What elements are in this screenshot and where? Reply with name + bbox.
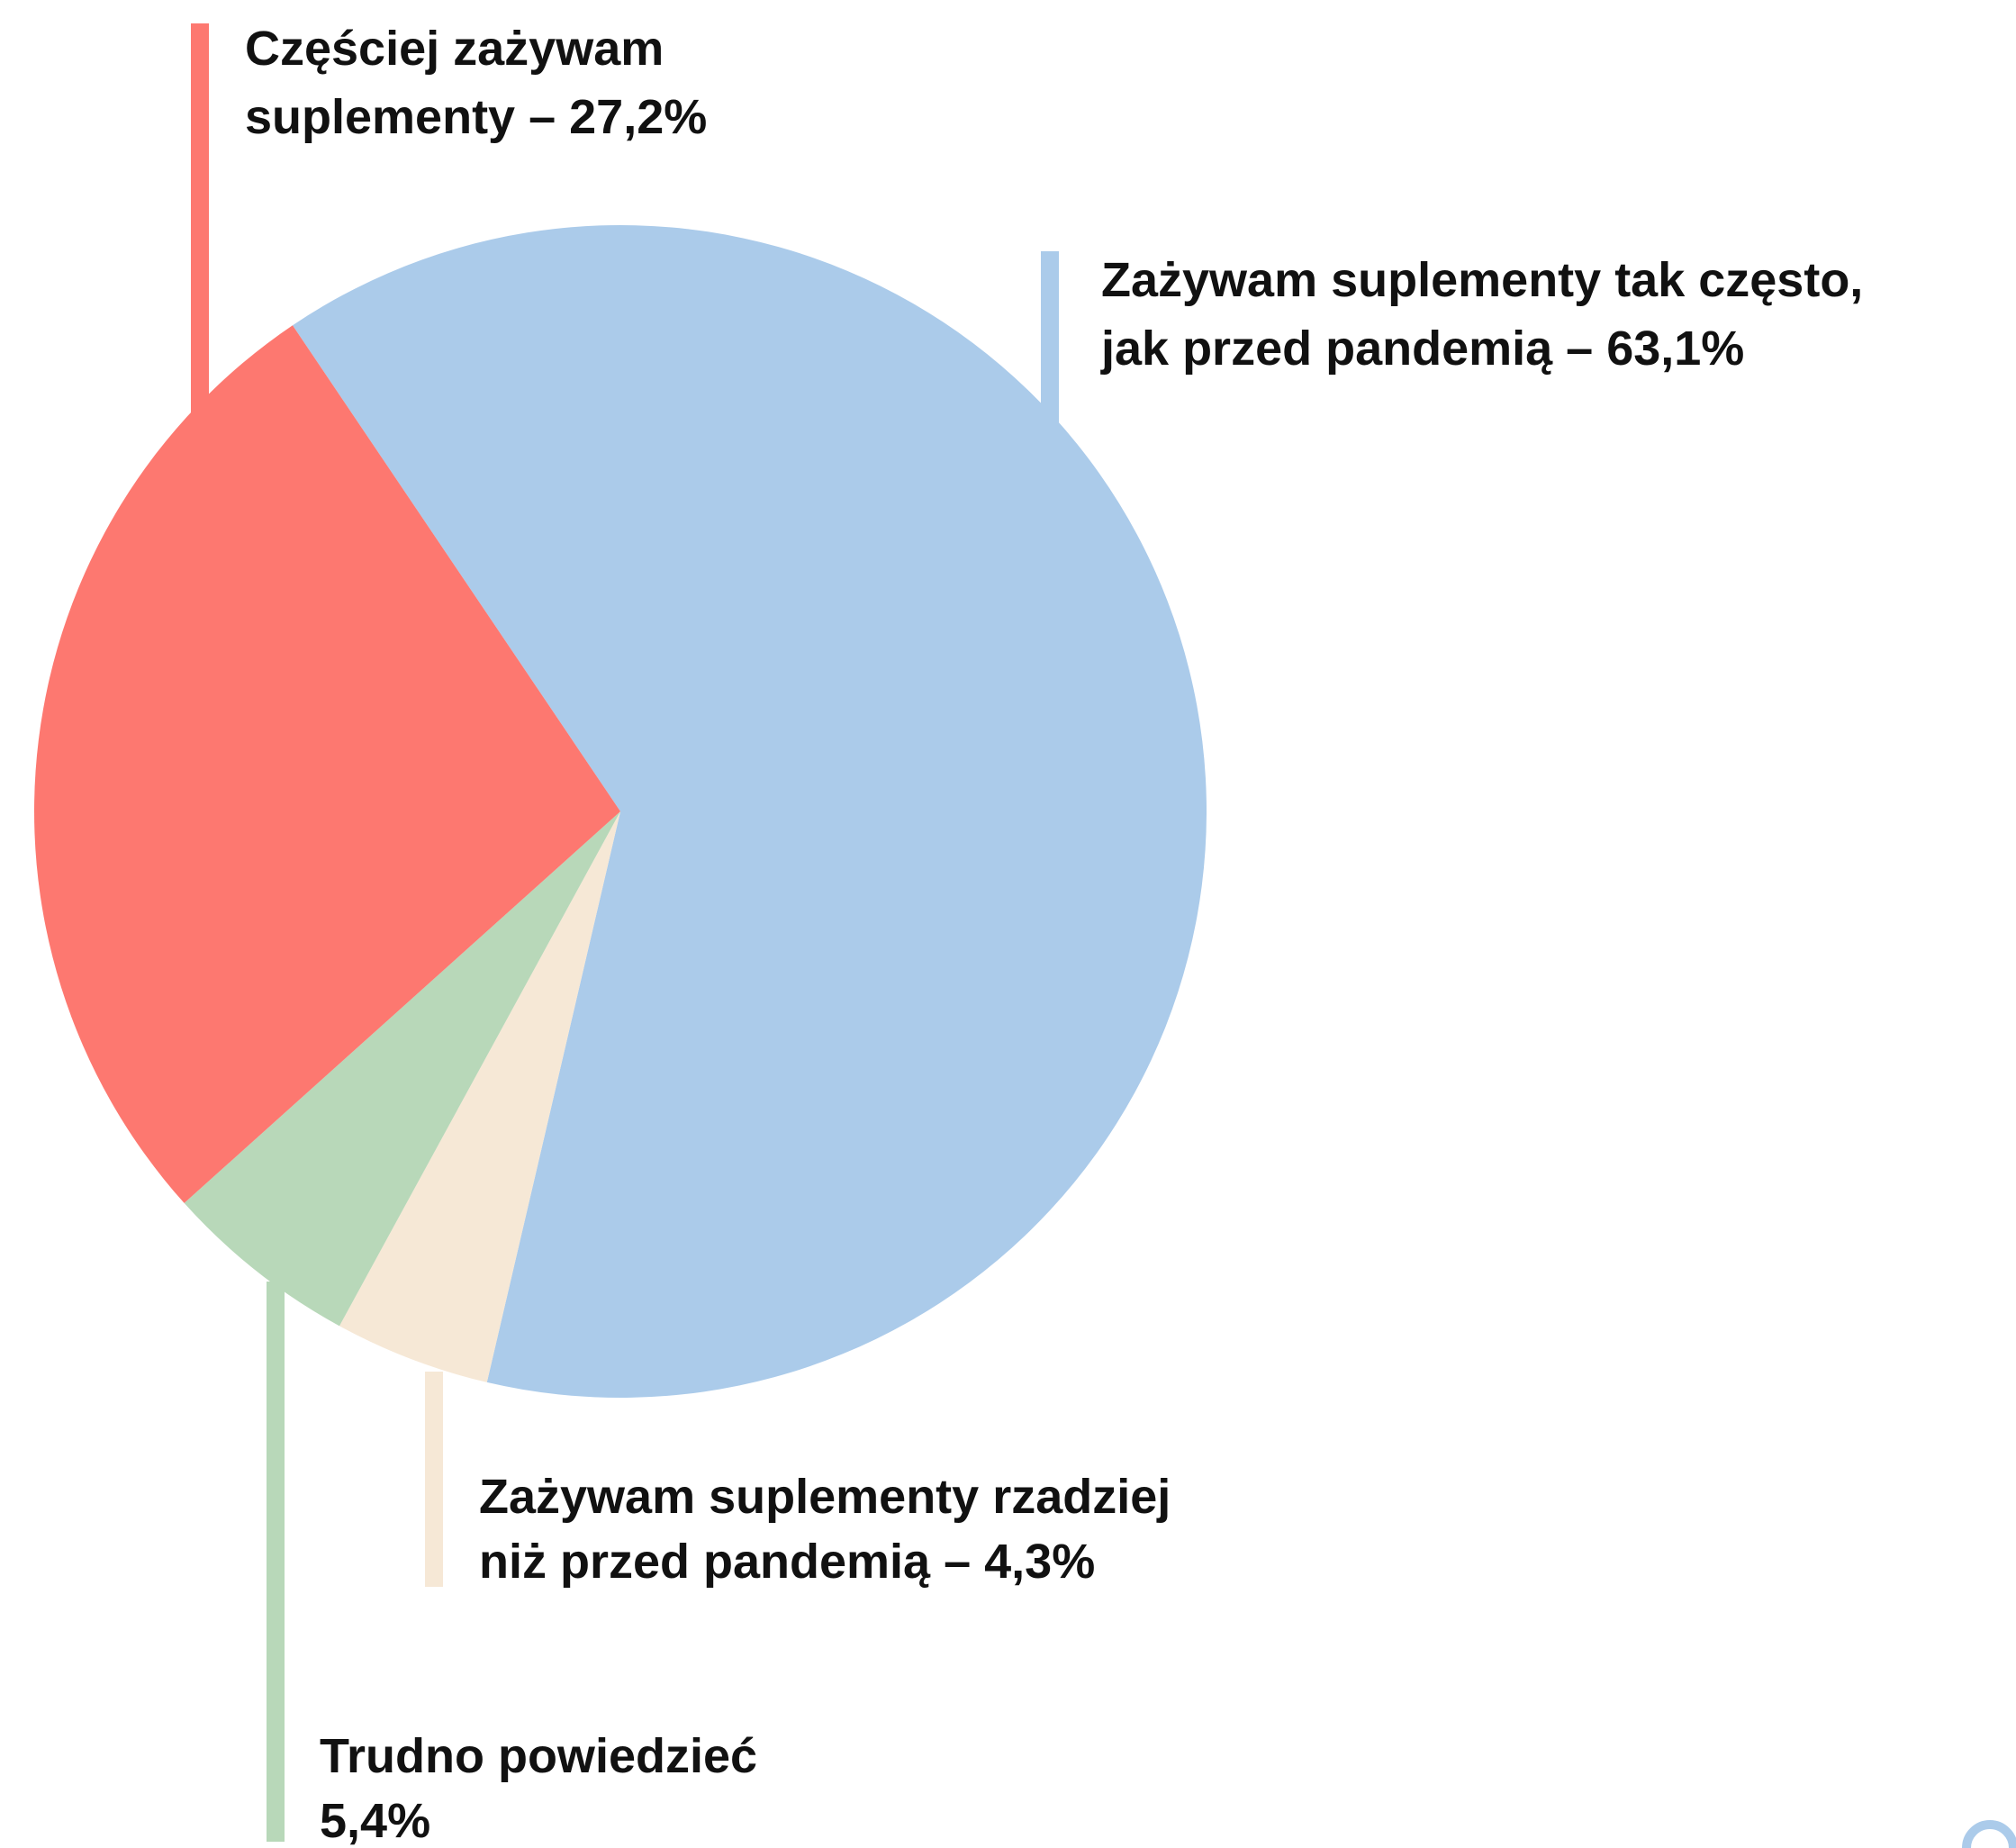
slice-label: Częściej zażywam	[245, 22, 664, 76]
leader-line	[425, 1372, 443, 1587]
pie-slice	[339, 811, 620, 1382]
leader-line	[267, 1282, 285, 1842]
slice-label: jak przed pandemią – 63,1%	[1100, 322, 1744, 376]
slice-label: Trudno powiedzieć	[320, 1729, 757, 1783]
slice-label: Zażywam suplementy rzadziej	[479, 1470, 1171, 1524]
pie-slice	[184, 811, 620, 1327]
leader-line	[191, 23, 209, 412]
slice-label: suplementy – 27,2%	[245, 90, 707, 144]
leader-line	[1041, 251, 1059, 422]
pie-slice	[292, 224, 1207, 1398]
pie-slice	[33, 325, 620, 1203]
slice-label: 5,4%	[320, 1794, 430, 1848]
logo	[1962, 1820, 2016, 1848]
slice-label: Zażywam suplementy tak często,	[1101, 253, 1863, 307]
slice-label: niż przed pandemią – 4,3%	[479, 1535, 1095, 1589]
